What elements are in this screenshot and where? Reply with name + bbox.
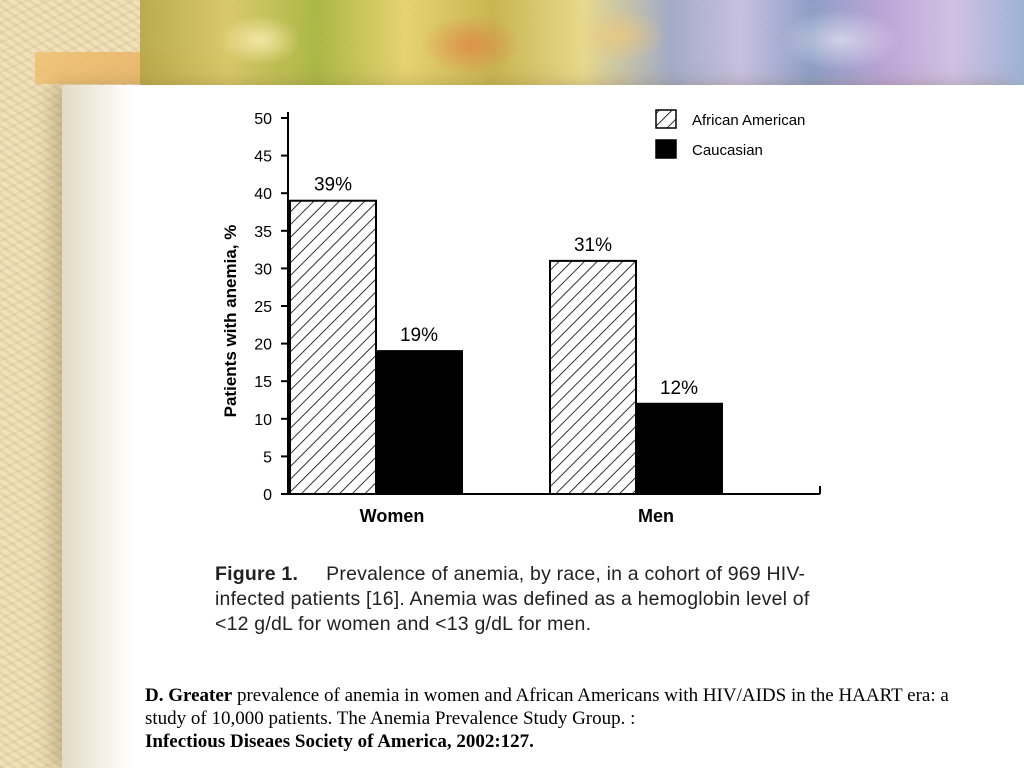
x-category-label: Men <box>638 506 674 526</box>
y-axis-title: Patients with anemia, % <box>221 225 240 418</box>
citation-source: Infectious Diseaes Society of America, 2… <box>145 731 534 752</box>
y-tick-label: 5 <box>263 449 272 466</box>
anemia-bar-chart: 0 5 10 15 20 25 30 35 40 45 50 Patients with anemia… <box>221 109 821 526</box>
legend-label: Caucasian <box>692 142 763 159</box>
banner-leaf-pattern <box>140 0 1024 85</box>
caption-text: Prevalence of anemia, by race, in a coho… <box>215 563 810 635</box>
bar-value-label: 31% <box>574 235 612 256</box>
y-tick-label: 30 <box>254 261 272 278</box>
bar-value-label: 19% <box>400 325 438 346</box>
bar-1-1 <box>635 402 723 496</box>
citation-author: D. Greater <box>145 685 233 706</box>
bar-0-0 <box>289 199 377 495</box>
y-tick-label: 45 <box>254 149 272 166</box>
x-category-label: Women <box>360 506 425 526</box>
figure-caption: Figure 1. Prevalence of anemia, by race,… <box>215 562 845 637</box>
caption-label: Figure 1. <box>215 563 299 585</box>
bar-value-label: 39% <box>314 175 352 196</box>
y-tick-label: 50 <box>254 111 272 128</box>
chart-area: 0 5 10 15 20 25 30 35 40 45 50 Patients with anemia… <box>200 98 850 528</box>
bar-value-label: 12% <box>660 378 698 399</box>
y-tick-label: 25 <box>254 299 272 316</box>
y-tick-label: 10 <box>254 412 272 429</box>
y-tick-label: 20 <box>254 337 272 354</box>
citation: D. Greater prevalence of anemia in women… <box>145 684 965 753</box>
citation-text: prevalence of anemia in women and Africa… <box>145 685 949 729</box>
bar-0-1 <box>549 259 637 495</box>
bar-1-0 <box>375 350 463 495</box>
y-tick-label: 35 <box>254 224 272 241</box>
panel-shadow <box>62 85 132 768</box>
y-tick-label: 40 <box>254 186 272 203</box>
legend-swatch <box>655 109 677 129</box>
legend-swatch <box>655 139 677 159</box>
legend-label: African American <box>692 112 805 129</box>
y-tick-label: 15 <box>254 374 272 391</box>
y-tick-label: 0 <box>263 487 272 504</box>
